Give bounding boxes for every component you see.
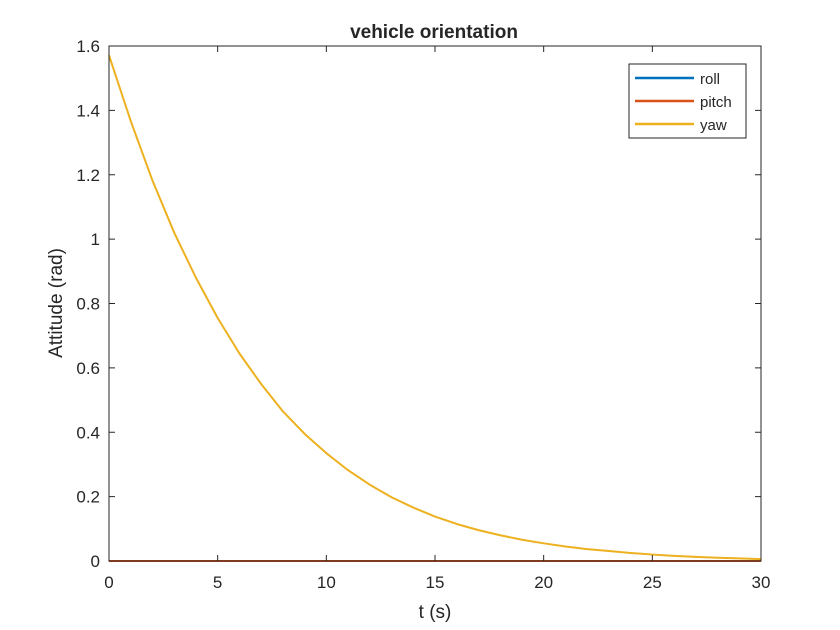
legend: roll pitch yaw bbox=[628, 63, 747, 139]
y-tick-label: 0.4 bbox=[76, 423, 100, 442]
x-tick-label: 5 bbox=[213, 573, 222, 592]
legend-label-pitch: pitch bbox=[700, 94, 732, 111]
y-tick-label: 1.6 bbox=[76, 37, 100, 56]
x-tick-label: 20 bbox=[534, 573, 553, 592]
y-tick-label: 0.2 bbox=[76, 488, 100, 507]
y-axis-label: Attitude (rad) bbox=[46, 248, 67, 358]
y-tick-label: 1 bbox=[91, 230, 100, 249]
y-tick-label: 1.4 bbox=[76, 101, 100, 120]
y-tick-label: 0.8 bbox=[76, 295, 100, 314]
x-tick-label: 0 bbox=[104, 573, 113, 592]
y-tick-label: 0.6 bbox=[76, 359, 100, 378]
axes-box bbox=[108, 45, 762, 562]
x-tick-label: 25 bbox=[643, 573, 662, 592]
legend-label-roll: roll bbox=[700, 71, 720, 88]
series-line-yaw bbox=[108, 55, 762, 561]
chart-title: vehicle orientation bbox=[350, 22, 518, 43]
x-tick-label: 10 bbox=[317, 573, 336, 592]
y-tick-label: 0 bbox=[91, 552, 100, 571]
tick-layer: 0 5 10 15 20 25 30 0 0.2 0.4 0.6 0.8 1 1.2 1.4 1.6 bbox=[76, 37, 770, 592]
x-tick-label: 15 bbox=[426, 573, 445, 592]
legend-label-yaw: yaw bbox=[700, 117, 727, 134]
y-tick-label: 1.2 bbox=[76, 166, 100, 185]
x-tick-label: 30 bbox=[752, 573, 771, 592]
x-axis-label: t (s) bbox=[419, 602, 452, 623]
